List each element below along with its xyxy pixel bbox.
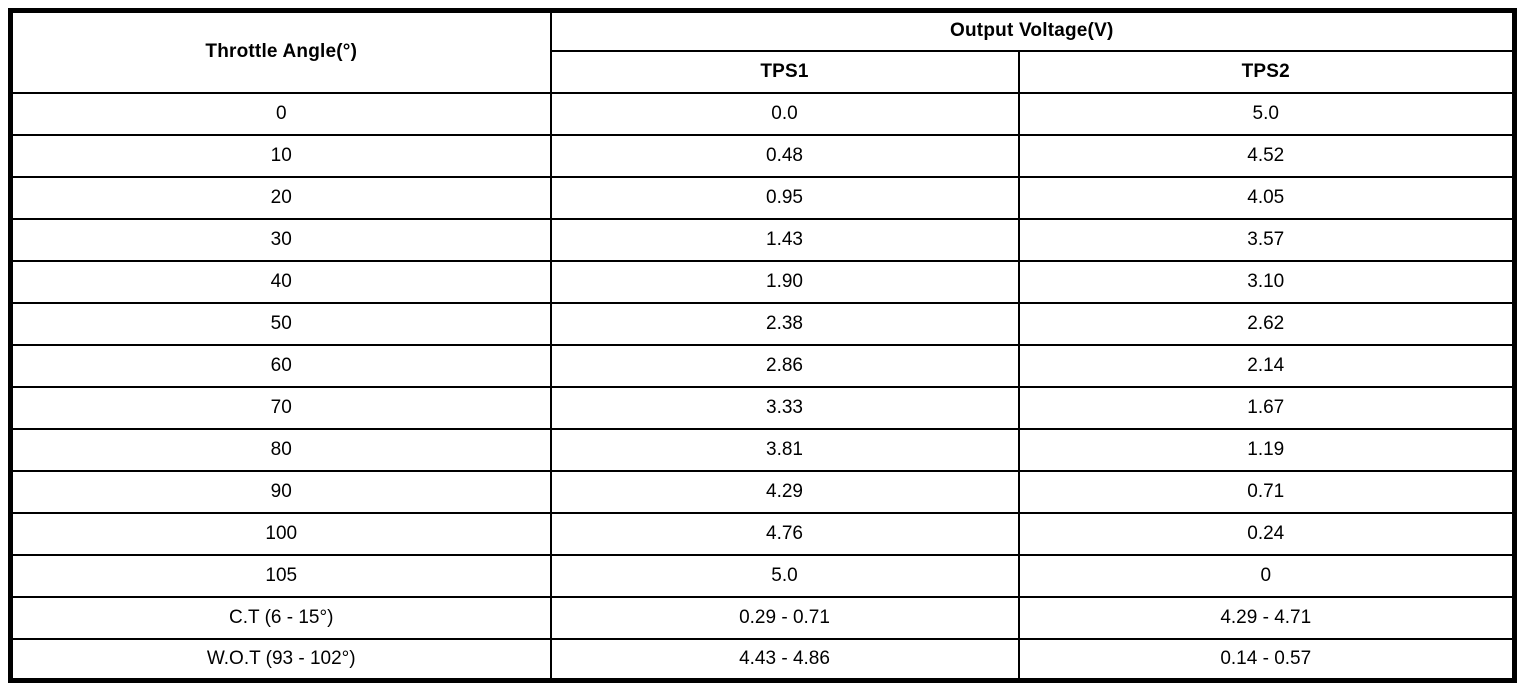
throttle-angle-cell: 0 — [9, 91, 552, 136]
tps2-value-cell: 0.24 — [1017, 511, 1516, 556]
throttle-angle-cell: 100 — [9, 511, 552, 556]
table-row: 30 1.43 3.57 — [9, 217, 1516, 262]
throttle-angle-cell: 50 — [9, 301, 552, 346]
table-row: 90 4.29 0.71 — [9, 469, 1516, 514]
table-row: W.O.T (93 - 102°) 4.43 - 4.86 0.14 - 0.5… — [9, 637, 1516, 682]
tps1-value-cell: 4.29 — [549, 469, 1020, 514]
throttle-angle-cell: 105 — [9, 553, 552, 598]
table-row: 80 3.81 1.19 — [9, 427, 1516, 472]
tps2-value-cell: 2.62 — [1017, 301, 1516, 346]
throttle-angle-cell: 60 — [9, 343, 552, 388]
table-row: 10 0.48 4.52 — [9, 133, 1516, 178]
output-voltage-header: Output Voltage(V) — [549, 9, 1516, 52]
throttle-angle-cell: 80 — [9, 427, 552, 472]
tps1-value-cell: 0.0 — [549, 91, 1020, 136]
tps2-value-cell: 1.19 — [1017, 427, 1516, 472]
tps-voltage-table: Throttle Angle(°) Output Voltage(V) TPS1… — [8, 8, 1518, 683]
throttle-angle-cell: 90 — [9, 469, 552, 514]
tps2-value-cell: 4.52 — [1017, 133, 1516, 178]
throttle-angle-cell: 40 — [9, 259, 552, 304]
tps1-value-cell: 3.33 — [549, 385, 1020, 430]
tps2-value-cell: 1.67 — [1017, 385, 1516, 430]
tps1-value-cell: 4.43 - 4.86 — [549, 637, 1020, 682]
table-row: 60 2.86 2.14 — [9, 343, 1516, 388]
tps2-value-cell: 5.0 — [1017, 91, 1516, 136]
tps2-value-cell: 0.14 - 0.57 — [1017, 637, 1516, 682]
tps2-value-cell: 3.10 — [1017, 259, 1516, 304]
table-row: 20 0.95 4.05 — [9, 175, 1516, 220]
tps1-value-cell: 5.0 — [549, 553, 1020, 598]
throttle-angle-cell: 70 — [9, 385, 552, 430]
throttle-angle-cell: 30 — [9, 217, 552, 262]
table-subheader-row: TPS1 TPS2 — [11, 49, 1516, 94]
tps1-value-cell: 2.86 — [549, 343, 1020, 388]
tps1-value-cell: 0.48 — [549, 133, 1020, 178]
table-row: 105 5.0 0 — [9, 553, 1516, 598]
tps1-column-header: TPS1 — [549, 49, 1020, 94]
tps2-value-cell: 4.29 - 4.71 — [1017, 595, 1516, 640]
throttle-angle-cell: C.T (6 - 15°) — [9, 595, 552, 640]
tps1-value-cell: 0.95 — [549, 175, 1020, 220]
tps1-value-cell: 3.81 — [549, 427, 1020, 472]
tps2-column-header: TPS2 — [1017, 49, 1516, 94]
tps1-value-cell: 4.76 — [549, 511, 1020, 556]
table-row: C.T (6 - 15°) 0.29 - 0.71 4.29 - 4.71 — [9, 595, 1516, 640]
tps2-value-cell: 3.57 — [1017, 217, 1516, 262]
table-row: 40 1.90 3.10 — [9, 259, 1516, 304]
table-body: 0 0.0 5.0 10 0.48 4.52 20 0.95 4.05 30 1… — [9, 91, 1516, 682]
tps2-value-cell: 2.14 — [1017, 343, 1516, 388]
table-group-header-row: Throttle Angle(°) Output Voltage(V) — [9, 9, 1516, 94]
table-header: Throttle Angle(°) Output Voltage(V) TPS1… — [9, 9, 1516, 94]
tps2-value-cell: 0 — [1017, 553, 1516, 598]
tps2-value-cell: 0.71 — [1017, 469, 1516, 514]
tps1-value-cell: 2.38 — [549, 301, 1020, 346]
tps1-value-cell: 1.90 — [549, 259, 1020, 304]
throttle-angle-cell: 20 — [9, 175, 552, 220]
table-row: 100 4.76 0.24 — [9, 511, 1516, 556]
table-row: 70 3.33 1.67 — [9, 385, 1516, 430]
tps1-value-cell: 0.29 - 0.71 — [549, 595, 1020, 640]
throttle-angle-header: Throttle Angle(°) — [9, 9, 552, 94]
tps2-value-cell: 4.05 — [1017, 175, 1516, 220]
tps1-value-cell: 1.43 — [549, 217, 1020, 262]
table-row: 50 2.38 2.62 — [9, 301, 1516, 346]
table-row: 0 0.0 5.0 — [9, 91, 1516, 136]
throttle-angle-cell: W.O.T (93 - 102°) — [9, 637, 552, 682]
throttle-angle-cell: 10 — [9, 133, 552, 178]
